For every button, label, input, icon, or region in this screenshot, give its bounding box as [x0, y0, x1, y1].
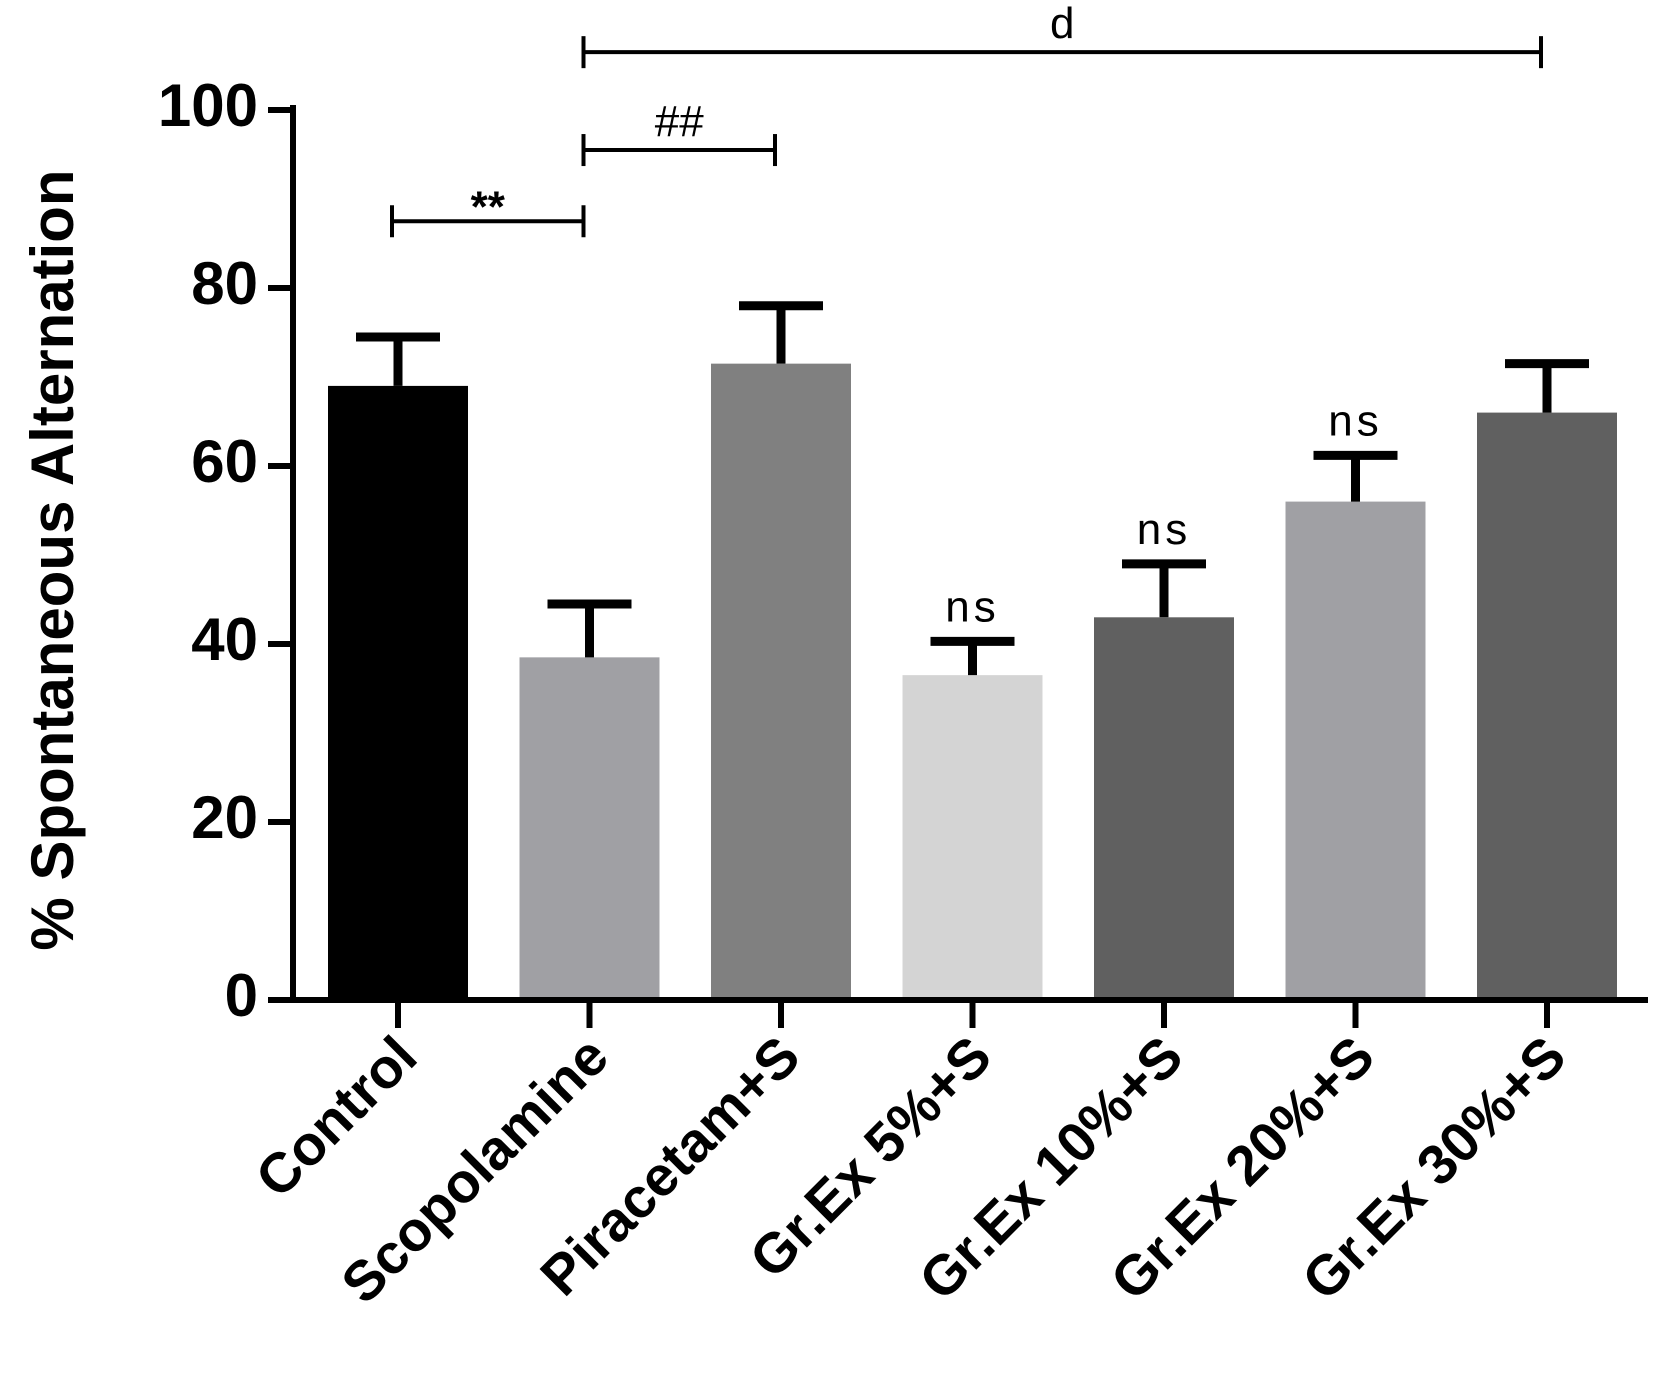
bar-2: [711, 363, 851, 1000]
error-bars-layer: [356, 301, 1589, 676]
significance-label-5: ns: [1328, 396, 1382, 445]
y-tick-label: 80: [191, 250, 258, 317]
comparison-label-1: ##: [655, 97, 704, 146]
comparison-label-2: d: [1050, 0, 1074, 48]
bar-3: [902, 675, 1043, 1000]
y-axis-label: % Spontaneous Alternation: [19, 169, 86, 950]
y-tick-label: 40: [191, 606, 258, 673]
y-tick-label: 0: [225, 962, 258, 1029]
significance-label-3: ns: [945, 582, 999, 631]
bar-5: [1285, 501, 1426, 1000]
x-tick-label: Control: [243, 1024, 428, 1209]
bar-6: [1477, 412, 1617, 1001]
bar-4: [1094, 617, 1234, 1000]
bar-0: [328, 385, 468, 1000]
y-tick-label: 20: [191, 784, 258, 851]
bar-1: [519, 657, 660, 1000]
annotations-layer: ns ns ns ** ## d: [390, 0, 1543, 631]
y-tick-label: 60: [191, 428, 258, 495]
comparison-label-0: **: [471, 182, 506, 231]
bars-layer: [328, 363, 1617, 1001]
y-tick-label: 100: [158, 72, 258, 139]
y-ticks-layer: 0 20 40 60 80 100: [158, 72, 293, 1029]
significance-label-4: ns: [1137, 505, 1191, 554]
axes-layer: [270, 105, 1648, 1003]
